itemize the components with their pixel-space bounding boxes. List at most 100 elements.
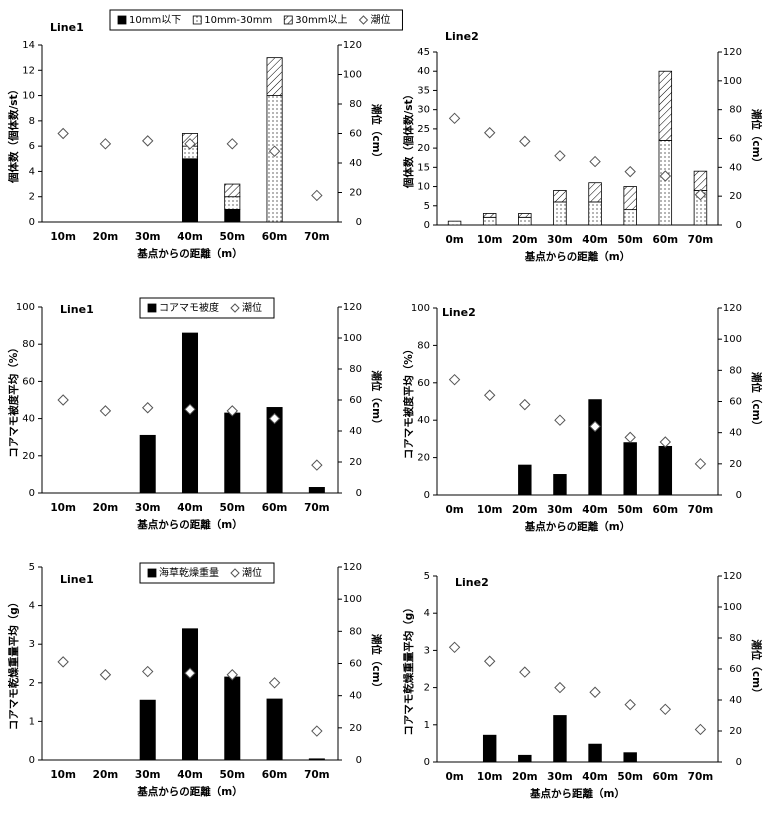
x-tick-label: 20m xyxy=(93,502,119,514)
tide-marker xyxy=(226,405,238,417)
tide-marker xyxy=(519,398,531,411)
tide-marker xyxy=(57,394,69,406)
y2-tick-label: 20 xyxy=(729,459,742,470)
tide-marker xyxy=(554,150,566,162)
y2-tick-label: 40 xyxy=(729,428,742,439)
legend-label: 海草乾燥重量 xyxy=(159,566,219,579)
x-tick-label: 70m xyxy=(688,771,714,783)
y2-tick-label: 0 xyxy=(736,220,742,231)
y2-tick-label: 120 xyxy=(343,302,362,313)
y-tick-label: 100 xyxy=(16,302,35,313)
chart-title: Line2 xyxy=(442,306,476,319)
x-tick-label: 50m xyxy=(617,504,643,516)
y2-tick-label: 100 xyxy=(723,602,742,613)
y2-tick-label: 80 xyxy=(349,364,362,375)
chart-title: Line2 xyxy=(445,30,479,43)
tide-marker xyxy=(694,458,707,470)
y-tick-label: 4 xyxy=(29,166,35,177)
x-axis-label: 基点からの距離（m） xyxy=(524,250,630,263)
y-tick-label: 0 xyxy=(424,490,430,501)
x-tick-label: 30m xyxy=(135,502,161,514)
bar xyxy=(623,209,637,226)
y-tick-label: 1 xyxy=(29,716,35,727)
bar xyxy=(266,698,283,761)
y-tick-label: 3 xyxy=(424,645,430,656)
tide-marker xyxy=(624,165,636,178)
y2-tick-label: 60 xyxy=(729,664,742,675)
x-axis-label: 基点からの距離（m） xyxy=(524,520,630,533)
legend-label: 10mm-30mm xyxy=(204,15,272,26)
bar xyxy=(658,140,673,226)
y-tick-label: 5 xyxy=(424,571,430,582)
y2-tick-label: 0 xyxy=(736,490,742,501)
tide-marker xyxy=(311,459,323,471)
y2-axis-label: 潮位（cm） xyxy=(370,634,383,693)
chart: 0 1 2 3 4 5 0 20 40 60 80 100 120 10m 20m 30m 40m 50m 60m 7… xyxy=(7,562,383,798)
bar xyxy=(266,57,283,96)
bar xyxy=(224,183,241,198)
bar xyxy=(588,743,602,763)
x-tick-label: 40m xyxy=(177,769,203,781)
y2-tick-label: 40 xyxy=(349,691,362,702)
tide-marker xyxy=(694,723,707,736)
y2-tick-label: 60 xyxy=(349,659,362,670)
tide-marker xyxy=(99,669,112,681)
x-axis-label: 基点からの距離（m） xyxy=(136,518,242,531)
y2-axis-label: 潮位（cm） xyxy=(750,109,763,168)
tide-marker xyxy=(519,135,531,148)
y-tick-label: 14 xyxy=(22,40,35,51)
y2-tick-label: 40 xyxy=(729,162,742,173)
bar xyxy=(224,412,241,494)
y-tick-label: 4 xyxy=(29,601,35,612)
legend: 海草乾燥重量 潮位 xyxy=(139,562,275,584)
chart-title: Line1 xyxy=(60,303,94,316)
x-tick-label: 10m xyxy=(477,771,503,783)
tide-marker xyxy=(184,403,196,416)
x-axis-label: 基点からの距離（m） xyxy=(136,247,242,260)
x-tick-label: 30m xyxy=(547,771,573,783)
y2-tick-label: 100 xyxy=(723,334,742,345)
y-tick-label: 80 xyxy=(417,340,430,351)
x-tick-label: 10m xyxy=(50,502,76,514)
y-tick-label: 6 xyxy=(29,141,35,152)
x-axis-label: 基点からの距離（m） xyxy=(136,785,242,798)
bar xyxy=(518,464,532,496)
tide-marker xyxy=(448,641,461,654)
x-tick-label: 50m xyxy=(220,502,246,514)
y-tick-label: 10 xyxy=(417,182,430,193)
bar xyxy=(553,189,567,203)
y2-tick-label: 100 xyxy=(343,333,362,344)
tide-marker xyxy=(226,138,238,150)
y-tick-label: 2 xyxy=(29,192,35,203)
y-tick-label: 4 xyxy=(424,608,430,619)
x-tick-label: 10m xyxy=(50,231,76,243)
x-tick-label: 0m xyxy=(445,234,463,246)
tide-marker xyxy=(184,667,196,679)
y2-axis-label: 潮位（cm） xyxy=(750,639,763,698)
y2-tick-label: 100 xyxy=(343,594,362,605)
legend-box xyxy=(139,562,275,584)
y-tick-label: 0 xyxy=(29,488,35,499)
tide-marker xyxy=(268,145,281,157)
x-axis-label: 基点から距離（m） xyxy=(529,787,625,800)
y-tick-label: 3 xyxy=(29,639,35,650)
x-tick-label: 0m xyxy=(445,771,463,783)
chart: 0 1 2 3 4 5 0 20 40 60 80 100 120 0m 10m 20m 30m 40m 50m 60… xyxy=(402,571,763,800)
tide-marker xyxy=(311,189,323,202)
x-tick-label: 10m xyxy=(50,769,76,781)
x-tick-label: 60m xyxy=(653,771,679,783)
tide-marker xyxy=(483,389,496,401)
tide-marker xyxy=(624,431,636,444)
legend-box xyxy=(109,9,403,31)
x-tick-label: 20m xyxy=(512,504,538,516)
bar xyxy=(482,216,497,226)
x-tick-label: 30m xyxy=(547,234,573,246)
x-tick-label: 70m xyxy=(304,502,330,514)
tide-marker xyxy=(694,189,707,201)
bar xyxy=(518,754,532,763)
tide-marker xyxy=(589,420,601,433)
y-tick-label: 40 xyxy=(417,415,430,426)
bar xyxy=(224,196,241,210)
chart-title: Line1 xyxy=(50,21,84,34)
x-tick-label: 30m xyxy=(135,769,161,781)
